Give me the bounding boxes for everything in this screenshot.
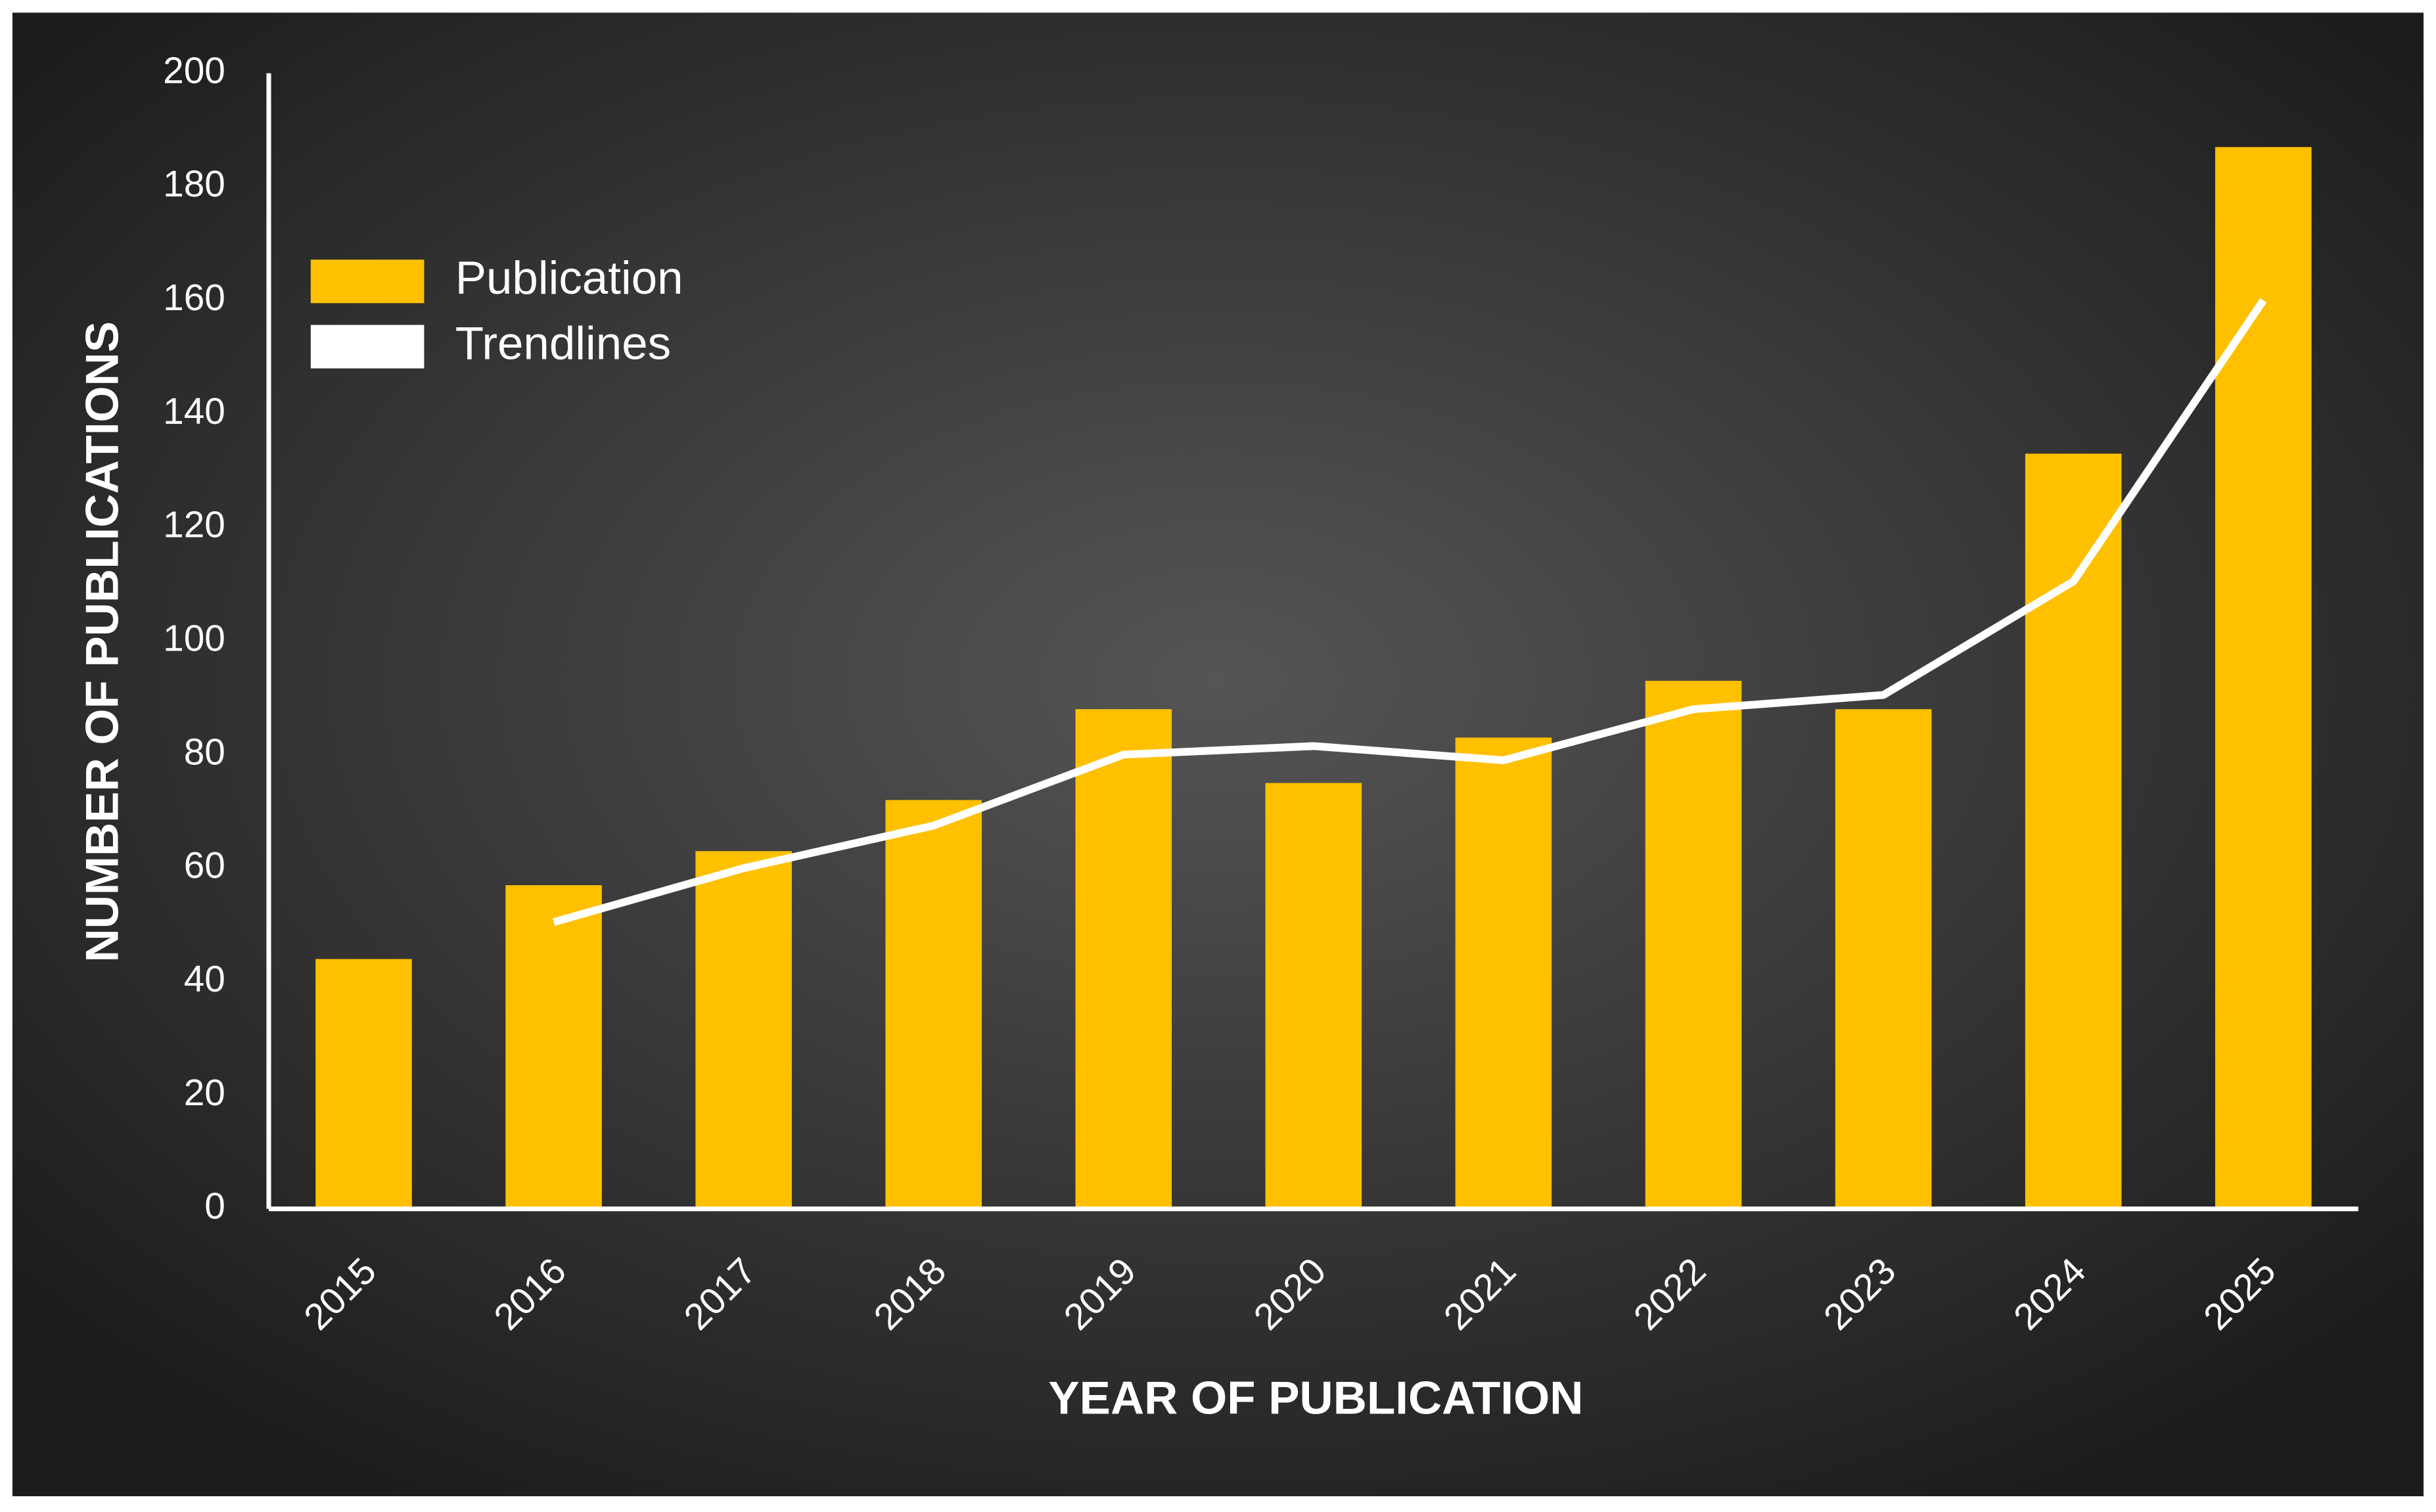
y-axis-title: NUMBER OF PUBLICATIONS xyxy=(76,321,128,963)
bar xyxy=(885,800,982,1209)
bar xyxy=(2215,147,2312,1209)
bar xyxy=(1835,709,1932,1209)
y-tick-label: 180 xyxy=(163,164,225,205)
y-tick-label: 100 xyxy=(163,618,225,660)
bar xyxy=(315,959,412,1209)
bar xyxy=(1645,681,1742,1209)
y-tick-label: 200 xyxy=(163,50,225,91)
x-axis-title: YEAR OF PUBLICATION xyxy=(1048,1373,1583,1425)
y-tick-label: 60 xyxy=(184,845,225,886)
y-tick-label: 40 xyxy=(184,959,225,1000)
y-tick-label: 20 xyxy=(184,1072,225,1114)
bar xyxy=(1455,737,1552,1209)
bar xyxy=(695,851,792,1209)
bar xyxy=(1075,709,1172,1209)
y-tick-label: 80 xyxy=(184,731,225,773)
legend-label: Trendlines xyxy=(455,317,671,369)
bar xyxy=(2025,453,2122,1209)
y-tick-label: 0 xyxy=(204,1186,225,1227)
legend-label: Publication xyxy=(455,252,683,304)
y-tick-label: 160 xyxy=(163,277,225,319)
legend-swatch xyxy=(310,260,425,304)
bar xyxy=(1265,783,1362,1209)
y-tick-label: 140 xyxy=(163,391,225,432)
trend-line xyxy=(552,298,2267,926)
bar xyxy=(505,885,602,1209)
y-tick-label: 120 xyxy=(163,505,225,546)
legend-swatch xyxy=(310,325,425,369)
